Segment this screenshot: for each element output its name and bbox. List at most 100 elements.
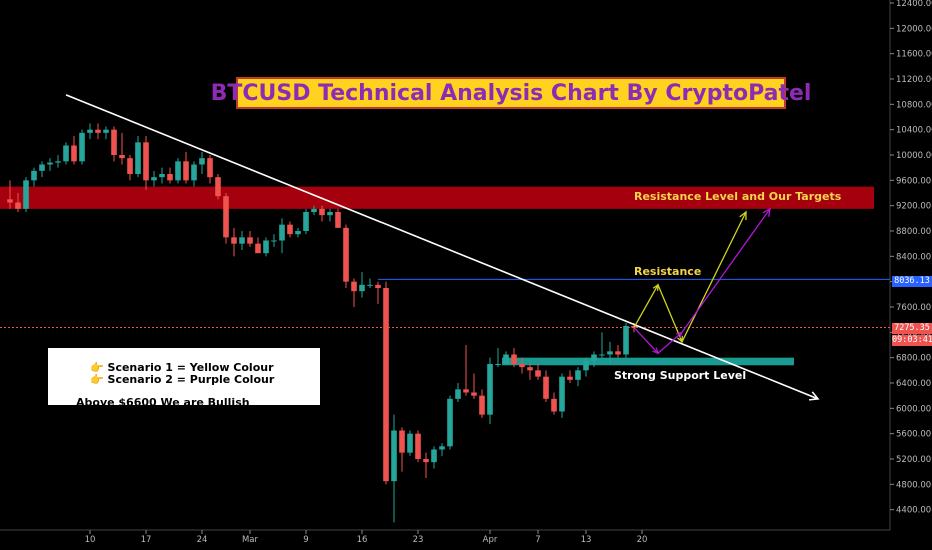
scenario-1-path-arrowhead bbox=[739, 210, 747, 221]
candle-body bbox=[303, 211, 309, 231]
x-tick-label: Apr bbox=[483, 535, 498, 545]
candle-body bbox=[231, 237, 237, 244]
candle-body bbox=[391, 430, 397, 482]
candle-body bbox=[335, 211, 341, 228]
candle-body bbox=[207, 158, 213, 178]
x-tick-label: 20 bbox=[637, 535, 648, 545]
scenario-1-note: 👉 Scenario 1 = Yellow Colour bbox=[90, 361, 274, 374]
x-tick-label: 9 bbox=[303, 535, 308, 545]
candle-body bbox=[167, 173, 173, 181]
candle-body bbox=[415, 433, 421, 459]
candle-body bbox=[559, 376, 565, 412]
x-tick-label: 17 bbox=[141, 535, 152, 545]
candle-body bbox=[575, 370, 581, 380]
candle-body bbox=[87, 129, 93, 133]
scenario-1-path-turn-arrow bbox=[652, 283, 659, 291]
support-zone-label: Strong Support Level bbox=[614, 369, 747, 382]
y-tick-label: 4800.00 bbox=[896, 480, 931, 490]
candle-body bbox=[111, 129, 117, 155]
y-axis: 4400.00 4800.00 5200.00 5600.00 6000.00 6400.… bbox=[889, 0, 932, 530]
candle-body bbox=[55, 161, 61, 163]
y-tick-label: 9200.00 bbox=[896, 202, 931, 212]
candle-body bbox=[471, 392, 477, 396]
candle-body bbox=[567, 376, 573, 380]
y-tick-label: 12400.00 bbox=[896, 0, 932, 9]
candle-body bbox=[495, 363, 501, 365]
candle-body bbox=[159, 173, 165, 178]
candle-body bbox=[39, 164, 45, 171]
scenario-2-path-turn-arrow bbox=[676, 331, 684, 339]
countdown-tag: 09:03:41 bbox=[892, 335, 932, 346]
candle-body bbox=[215, 177, 221, 197]
candle-body bbox=[463, 389, 469, 393]
candle-body bbox=[399, 430, 405, 453]
candle-body bbox=[367, 284, 373, 286]
candle-body bbox=[175, 161, 181, 181]
candle-body bbox=[527, 367, 533, 371]
x-tick-label: 23 bbox=[413, 535, 424, 545]
candle-body bbox=[95, 129, 101, 133]
candle-body bbox=[343, 227, 349, 282]
bullish-note: Above $6600 We are Bullish bbox=[76, 396, 250, 406]
chart-title: BTCUSD Technical Analysis Chart By Crypt… bbox=[211, 77, 811, 109]
candle-body bbox=[119, 154, 125, 159]
candle-body bbox=[151, 177, 157, 181]
scenario-2-path-turn-arrow bbox=[652, 347, 659, 355]
candle-body bbox=[31, 170, 37, 181]
y-tick-label: 6400.00 bbox=[896, 379, 931, 389]
y-tick-label: 7600.00 bbox=[896, 303, 931, 313]
scenario-2-path-arrowhead bbox=[762, 207, 771, 217]
downtrend-line bbox=[65, 94, 819, 400]
x-tick-label: Mar bbox=[242, 535, 259, 545]
y-tick-label: 5200.00 bbox=[896, 455, 931, 465]
candle-body bbox=[15, 202, 21, 209]
candle-body bbox=[199, 158, 205, 165]
y-tick-label: 11600.00 bbox=[896, 50, 932, 60]
candle-body bbox=[7, 199, 13, 203]
x-tick-label: 24 bbox=[197, 535, 208, 545]
candle-body bbox=[287, 224, 293, 235]
candle-body bbox=[383, 287, 389, 482]
candle-body bbox=[319, 208, 325, 216]
candle-body bbox=[143, 142, 149, 181]
candle-body bbox=[487, 363, 493, 415]
scenario-1-path-turn-arrow bbox=[677, 335, 683, 344]
candle-body bbox=[295, 230, 301, 235]
current-price-tag: 7275.35 bbox=[892, 323, 932, 334]
downtrend-arrow bbox=[808, 391, 820, 401]
candle-body bbox=[23, 180, 29, 209]
candle-body bbox=[439, 446, 445, 450]
candle-body bbox=[519, 363, 525, 368]
candle-body bbox=[247, 237, 253, 244]
y-tick-label: 9600.00 bbox=[896, 176, 931, 186]
candle-body bbox=[351, 281, 357, 292]
zones bbox=[0, 186, 890, 366]
resistance-line-label: Resistance bbox=[634, 265, 702, 278]
candle-body bbox=[375, 284, 381, 288]
y-tick-label: 6800.00 bbox=[896, 354, 931, 364]
resistance-zone-label: Resistance Level and Our Targets bbox=[634, 190, 842, 203]
y-tick-label: 6000.00 bbox=[896, 404, 931, 414]
candle-body bbox=[511, 354, 517, 364]
candle-body bbox=[615, 351, 621, 355]
y-tick-label: 10800.00 bbox=[896, 100, 932, 110]
y-tick-label: 4400.00 bbox=[896, 506, 931, 516]
candle-body bbox=[47, 162, 53, 165]
candle-body bbox=[359, 284, 365, 292]
candle-body bbox=[71, 145, 77, 162]
candle-body bbox=[623, 325, 629, 355]
candle-body bbox=[127, 158, 133, 174]
scenario-2-path bbox=[633, 208, 771, 355]
resistance-price-tag: 8036.13 bbox=[892, 276, 932, 287]
y-tick-label: 12000.00 bbox=[896, 24, 932, 34]
candle-body bbox=[607, 351, 613, 355]
candle-body bbox=[279, 224, 285, 241]
scenario-note: 👉 Scenario 1 = Yellow Colour 👉 Scenario … bbox=[48, 348, 320, 405]
candle-body bbox=[191, 164, 197, 181]
scenario-2-note: 👉 Scenario 2 = Purple Colour bbox=[90, 373, 275, 386]
y-tick-label: 5600.00 bbox=[896, 430, 931, 440]
x-tick-label: 10 bbox=[85, 535, 96, 545]
y-tick-label: 8800.00 bbox=[896, 227, 931, 237]
candle-body bbox=[239, 237, 245, 244]
candle-body bbox=[423, 458, 429, 463]
